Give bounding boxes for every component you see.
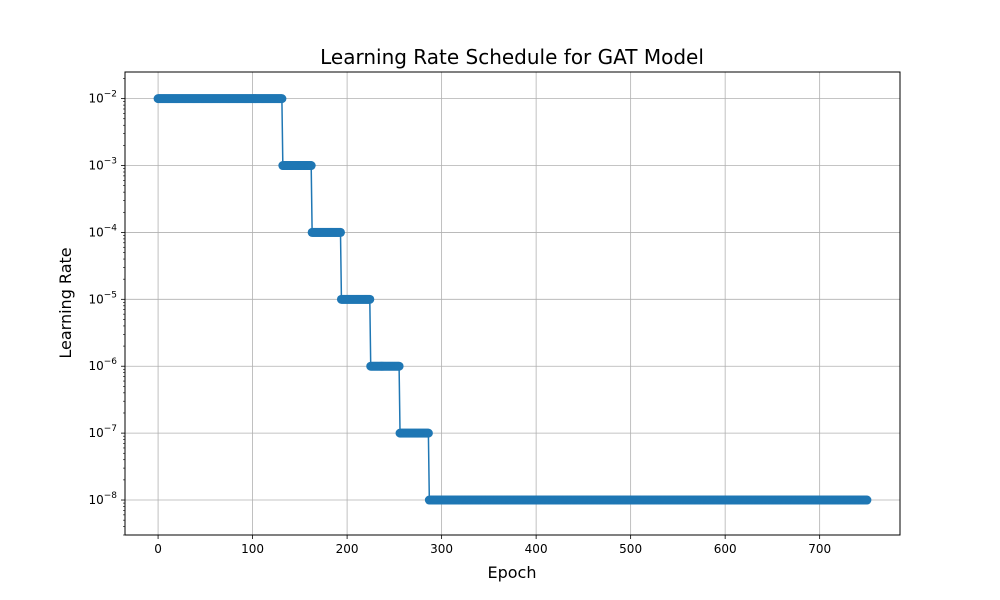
y-tick-label-base: 10 [88,92,103,106]
y-tick-label: 10−6 [88,357,117,373]
series-learning-rate [153,94,872,505]
grid [125,72,900,535]
x-tick-label: 600 [714,542,737,556]
y-axis: 10−810−710−610−510−410−310−2 [88,78,125,536]
x-axis: 0 100 200 300 400 500 600 700 [154,535,831,556]
x-axis-label: Epoch [488,563,537,582]
y-tick-label-base: 10 [88,292,103,306]
y-tick-label-exponent: −2 [104,90,117,100]
data-point [365,294,375,304]
x-tick-label: 400 [525,542,548,556]
x-tick-label: 0 [154,542,162,556]
x-tick-label: 500 [619,542,642,556]
y-tick-label-base: 10 [88,426,103,440]
y-tick-label: 10−4 [88,223,117,239]
data-point [423,428,433,438]
y-tick-label-exponent: −4 [104,223,118,233]
y-tick-label: 10−2 [88,90,117,106]
y-tick-label-exponent: −7 [104,424,117,434]
y-tick-label: 10−5 [88,290,117,306]
y-tick-label: 10−3 [88,157,117,173]
y-tick-label-exponent: −5 [104,290,117,300]
y-tick-label-base: 10 [88,225,103,239]
y-tick-label-base: 10 [88,159,103,173]
data-point [335,227,345,237]
y-axis-label: Learning Rate [56,247,75,358]
chart-title: Learning Rate Schedule for GAT Model [320,45,704,69]
x-tick-label: 700 [808,542,831,556]
data-point [277,94,287,104]
y-tick-label: 10−8 [88,491,117,507]
y-tick-label-exponent: −8 [104,491,118,501]
data-point [394,361,404,371]
y-tick-label-base: 10 [88,359,103,373]
x-tick-label: 100 [241,542,264,556]
x-tick-label: 200 [336,542,359,556]
x-tick-label: 300 [430,542,453,556]
y-tick-label-exponent: −6 [104,357,118,367]
y-tick-label: 10−7 [88,424,117,440]
plot-frame [124,71,901,536]
y-tick-label-exponent: −3 [104,157,117,167]
y-tick-label-base: 10 [88,493,103,507]
data-point [306,161,316,171]
data-point [862,495,872,505]
